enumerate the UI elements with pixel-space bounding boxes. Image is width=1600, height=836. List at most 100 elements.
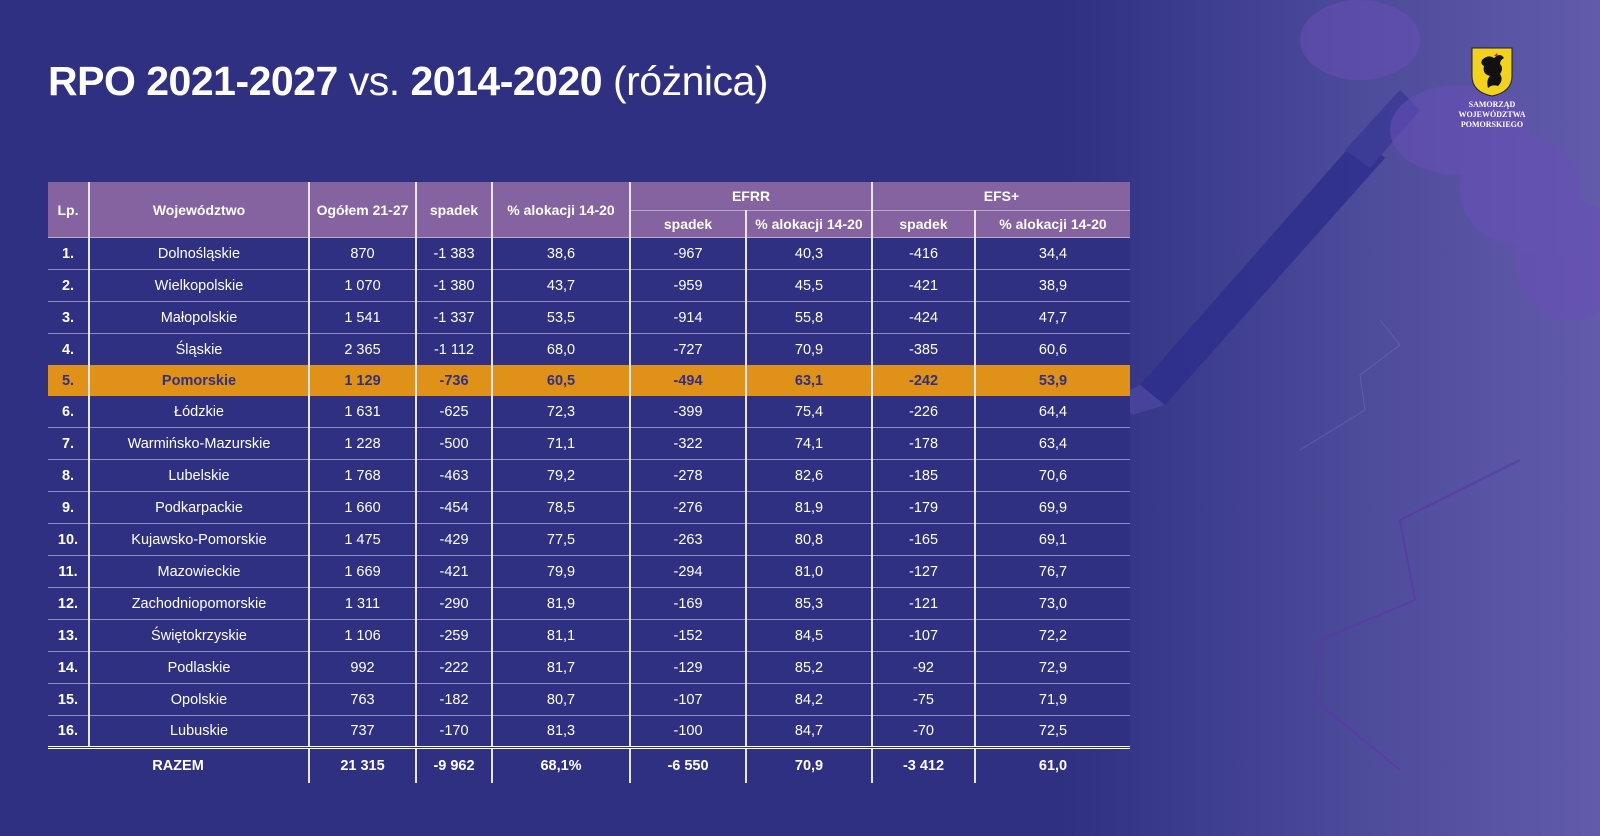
cell-pct: 78,5 — [491, 491, 631, 524]
table-row: 8. Lubelskie 1 768 -463 79,2 -278 82,6 -185 70,6 — [48, 459, 1130, 492]
cell-efrr-decline: -727 — [629, 333, 747, 365]
cell-pct: 60,5 — [491, 365, 631, 396]
cell-region: Opolskie — [88, 683, 310, 716]
table-row: 14. Podlaskie 992 -222 81,7 -129 85,2 -92 72,9 — [48, 651, 1130, 684]
cell-pct: 68,0 — [491, 333, 631, 365]
cell-decline: -259 — [415, 619, 493, 652]
allocation-table: Lp. Województwo Ogółem 21-27 spadek % al… — [48, 182, 1130, 783]
cell-lp: 1. — [48, 237, 90, 270]
cell-pct: 71,1 — [491, 427, 631, 460]
cell-region: Kujawsko-Pomorskie — [88, 523, 310, 556]
cell-region: Lubelskie — [88, 459, 310, 492]
cell-region: Zachodniopomorskie — [88, 587, 310, 620]
cell-total: 1 129 — [308, 365, 417, 396]
chart-line-decoration-2 — [1299, 319, 1401, 451]
cell-efrr-pct: 84,5 — [745, 619, 873, 652]
cell-total: 992 — [308, 651, 417, 684]
cell-total: 1 768 — [308, 459, 417, 492]
cell-pct: 53,5 — [491, 301, 631, 334]
cell-efrr-decline: -322 — [629, 427, 747, 460]
header-efs-pct: % alokacji 14-20 — [974, 210, 1130, 238]
title-part-difference: (różnica) — [602, 58, 768, 104]
cell-efrr-pct: 45,5 — [745, 269, 873, 302]
cell-region: Lubuskie — [88, 715, 310, 748]
cell-lp: 4. — [48, 333, 90, 365]
cell-efrr-pct: 75,4 — [745, 396, 873, 428]
cell-lp: 12. — [48, 587, 90, 620]
cell-total: 1 669 — [308, 555, 417, 588]
totals-total: 21 315 — [308, 746, 417, 783]
cell-region: Mazowieckie — [88, 555, 310, 588]
cell-decline: -421 — [415, 555, 493, 588]
table-row: 12. Zachodniopomorskie 1 311 -290 81,9 -169 85… — [48, 587, 1130, 620]
cell-efrr-pct: 85,3 — [745, 587, 873, 620]
cell-total: 2 365 — [308, 333, 417, 365]
cell-efs-decline: -179 — [871, 491, 976, 524]
cell-efrr-decline: -263 — [629, 523, 747, 556]
table-row: 15. Opolskie 763 -182 80,7 -107 84,2 -75 71,9 — [48, 683, 1130, 716]
cell-pct: 80,7 — [491, 683, 631, 716]
cell-efs-pct: 72,5 — [974, 715, 1130, 748]
cell-efs-decline: -107 — [871, 619, 976, 652]
cell-total: 1 541 — [308, 301, 417, 334]
cell-region: Dolnośląskie — [88, 237, 310, 270]
cell-efrr-pct: 74,1 — [745, 427, 873, 460]
cell-region: Pomorskie — [88, 365, 310, 396]
totals-efs-decline: -3 412 — [871, 746, 976, 783]
header-group-efs: EFS+ — [871, 182, 1130, 211]
title-part-previous: 2014-2020 — [410, 58, 603, 104]
cell-efs-pct: 60,6 — [974, 333, 1130, 365]
header-pct: % alokacji 14-20 — [491, 182, 631, 238]
header-efrr-decline: spadek — [630, 210, 747, 238]
cell-total: 1 311 — [308, 587, 417, 620]
table-row: 10. Kujawsko-Pomorskie 1 475 -429 77,5 -263 80… — [48, 523, 1130, 556]
cell-efs-decline: -421 — [871, 269, 976, 302]
table-row: 1. Dolnośląskie 870 -1 383 38,6 -967 40,3 -416 3… — [48, 237, 1130, 270]
cell-efs-decline: -127 — [871, 555, 976, 588]
cell-efs-decline: -226 — [871, 396, 976, 428]
cell-efs-pct: 63,4 — [974, 427, 1130, 460]
cell-efrr-decline: -278 — [629, 459, 747, 492]
cell-lp: 9. — [48, 491, 90, 524]
cell-decline: -222 — [415, 651, 493, 684]
cell-efrr-decline: -959 — [629, 269, 747, 302]
cell-lp: 2. — [48, 269, 90, 302]
cell-total: 1 660 — [308, 491, 417, 524]
page-title: RPO 2021-2027 vs. 2014-2020 (różnica) — [48, 56, 768, 106]
table-row: 13. Świętokrzyskie 1 106 -259 81,1 -152 84,5 -1… — [48, 619, 1130, 652]
cell-lp: 3. — [48, 301, 90, 334]
cell-efs-pct: 72,2 — [974, 619, 1130, 652]
cell-lp: 11. — [48, 555, 90, 588]
cell-efs-decline: -385 — [871, 333, 976, 365]
cell-total: 1 106 — [308, 619, 417, 652]
cell-efs-decline: -424 — [871, 301, 976, 334]
cell-efrr-decline: -169 — [629, 587, 747, 620]
cell-lp: 14. — [48, 651, 90, 684]
cell-pct: 77,5 — [491, 523, 631, 556]
cell-efs-pct: 69,9 — [974, 491, 1130, 524]
cell-decline: -500 — [415, 427, 493, 460]
cell-efs-decline: -121 — [871, 587, 976, 620]
cell-efs-decline: -165 — [871, 523, 976, 556]
cell-efs-pct: 73,0 — [974, 587, 1130, 620]
totals-pct: 68,1% — [491, 746, 631, 783]
cell-efrr-decline: -967 — [629, 237, 747, 270]
cell-total: 1 475 — [308, 523, 417, 556]
cell-efrr-decline: -399 — [629, 396, 747, 428]
cell-total: 737 — [308, 715, 417, 748]
cell-decline: -463 — [415, 459, 493, 492]
table-row-highlighted: 5. Pomorskie 1 129 -736 60,5 -494 63,1 -242 53,9 — [48, 365, 1130, 396]
cell-decline: -454 — [415, 491, 493, 524]
totals-efs-pct: 61,0 — [974, 746, 1130, 783]
cell-efrr-decline: -294 — [629, 555, 747, 588]
cell-pct: 81,3 — [491, 715, 631, 748]
cell-efrr-pct: 82,6 — [745, 459, 873, 492]
header-efrr-pct: % alokacji 14-20 — [745, 210, 873, 238]
cell-region: Łódzkie — [88, 396, 310, 428]
cell-efs-decline: -92 — [871, 651, 976, 684]
cell-efrr-decline: -914 — [629, 301, 747, 334]
totals-label: RAZEM — [48, 746, 309, 783]
cell-efs-pct: 53,9 — [974, 365, 1130, 396]
cell-decline: -1 380 — [415, 269, 493, 302]
cell-efrr-pct: 84,2 — [745, 683, 873, 716]
